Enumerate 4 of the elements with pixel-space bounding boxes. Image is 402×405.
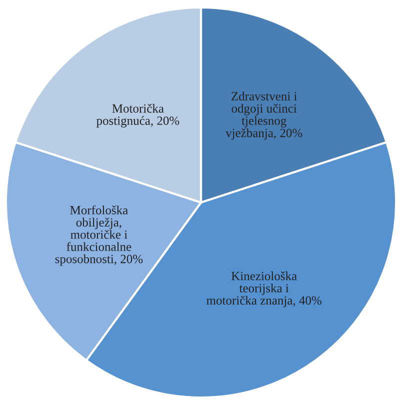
slice-label: Morfološka obilježja, motoričke i funkcionalne sposobnosti, 20% [55,205,143,266]
slice-label: Kineziološka teorijska i motorička znanja, 40% [206,271,322,308]
slice-label: Motorička postignuća, 20% [96,104,180,128]
slice-label: Zdravstveni i odgoji učinci tjelesnog vježbanja, 20% [226,92,302,140]
